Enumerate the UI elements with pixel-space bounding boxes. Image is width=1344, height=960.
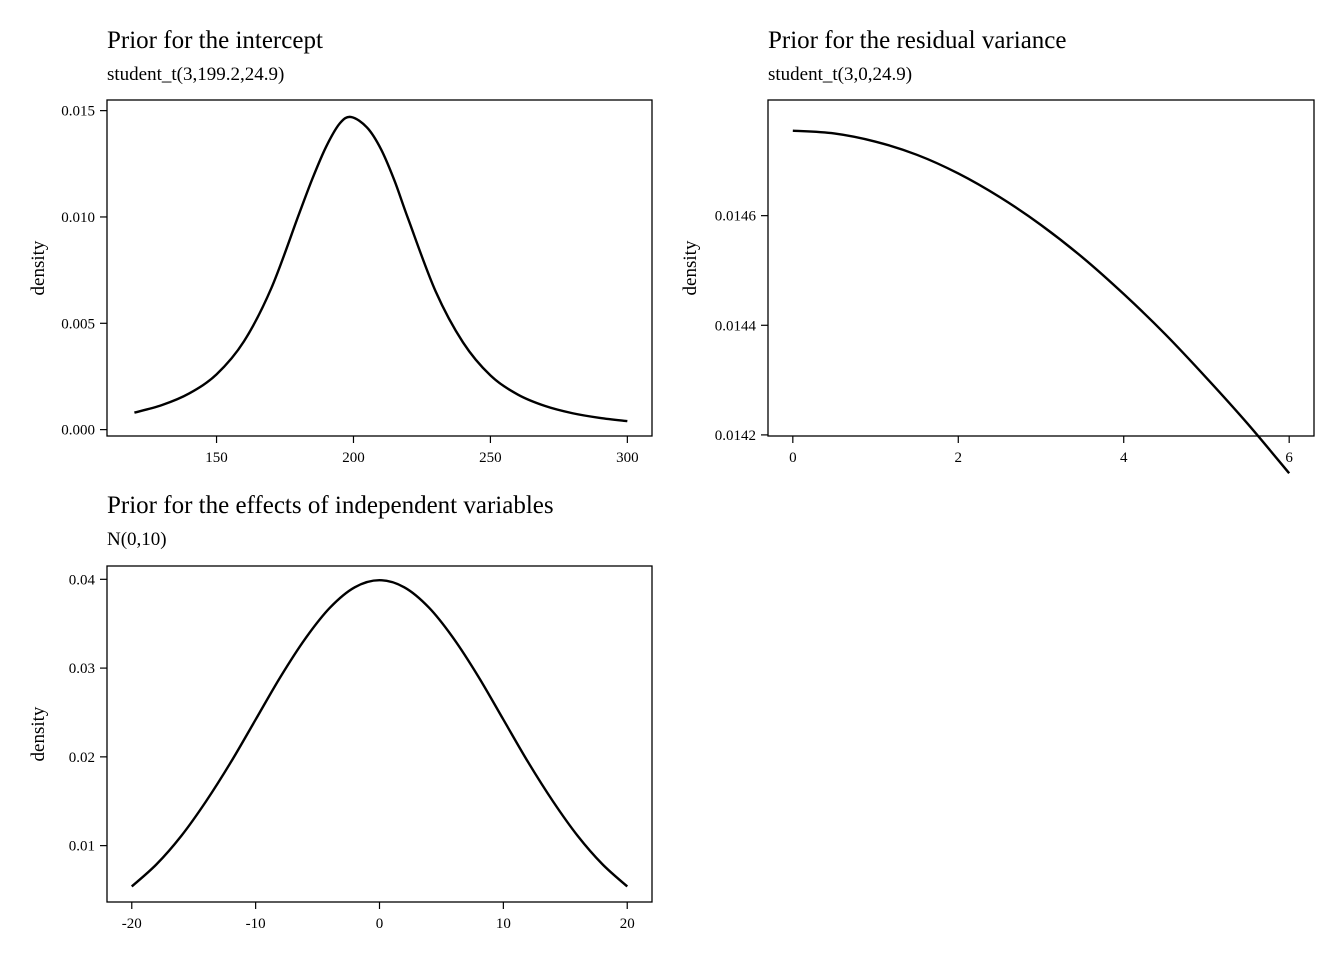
y-tick-label: 0.0142 xyxy=(715,428,756,444)
x-tick-label: 20 xyxy=(620,916,635,932)
x-tick-label: 2 xyxy=(955,450,963,466)
x-tick-label: -10 xyxy=(246,916,266,932)
chart-plot-intercept: 150 200 250 300 0.000 0.005 0.010 0.015 density xyxy=(28,99,653,466)
chart-plot-effects: -20 -10 0 10 20 0.01 0.02 0.03 0.04 density xyxy=(28,565,653,932)
density-curve xyxy=(134,115,628,423)
plot-frame xyxy=(106,565,653,903)
x-tick-label: 0 xyxy=(376,916,384,932)
plot-frame xyxy=(767,99,1315,437)
density-curve xyxy=(130,579,629,888)
chart-panel-residual-variance: Prior for the residual variance student_… xyxy=(672,0,1344,475)
chart-subtitle: student_t(3,0,24.9) xyxy=(768,64,913,85)
x-tick-label: 300 xyxy=(616,450,639,466)
y-axis-label: density xyxy=(28,706,49,761)
x-tick-label: 250 xyxy=(479,450,502,466)
y-tick-label: 0.000 xyxy=(61,423,95,439)
chart-panel-intercept: Prior for the intercept student_t(3,199.… xyxy=(0,0,672,470)
plot-frame xyxy=(106,99,653,437)
y-axis-label: density xyxy=(680,240,701,295)
y-axis-label: density xyxy=(28,240,49,295)
x-tick-label: 4 xyxy=(1120,450,1128,466)
y-tick-label: 0.0144 xyxy=(715,318,757,334)
x-tick-label: -20 xyxy=(122,916,142,932)
y-tick-label: 0.03 xyxy=(69,661,95,677)
y-tick-label: 0.015 xyxy=(61,104,95,120)
x-tick-label: 0 xyxy=(789,450,797,466)
y-tick-label: 0.02 xyxy=(69,750,95,766)
x-tick-label: 6 xyxy=(1285,450,1293,466)
y-tick-label: 0.010 xyxy=(61,210,95,226)
x-tick-label: 200 xyxy=(342,450,365,466)
y-tick-label: 0.0146 xyxy=(715,209,757,225)
y-tick-label: 0.01 xyxy=(69,839,95,855)
chart-subtitle: N(0,10) xyxy=(107,529,167,550)
x-tick-label: 150 xyxy=(205,450,228,466)
chart-plot-residual-variance: 0 2 4 6 0.0142 0.0144 0.0146 density xyxy=(680,99,1315,475)
chart-panel-effects: Prior for the effects of independent var… xyxy=(0,470,672,960)
chart-title: Prior for the effects of independent var… xyxy=(107,492,554,519)
chart-subtitle: student_t(3,199.2,24.9) xyxy=(107,64,285,85)
y-tick-label: 0.04 xyxy=(69,572,96,588)
x-tick-label: 10 xyxy=(496,916,511,932)
chart-title: Prior for the intercept xyxy=(107,27,323,54)
chart-title: Prior for the residual variance xyxy=(768,27,1067,54)
density-curve xyxy=(792,129,1291,475)
y-tick-label: 0.005 xyxy=(61,316,95,332)
